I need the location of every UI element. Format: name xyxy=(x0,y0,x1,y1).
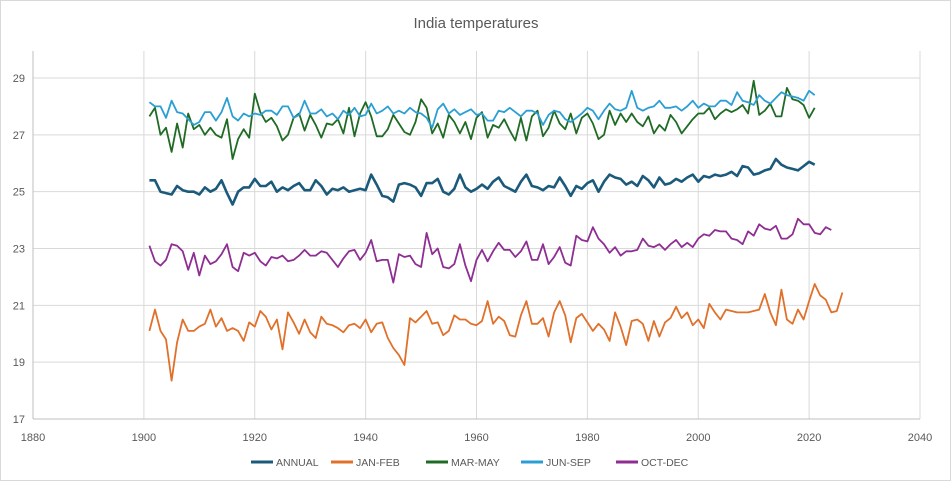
y-tick-label: 23 xyxy=(13,244,25,256)
chart-title: India temperatures xyxy=(413,15,538,32)
series-line-oct-dec xyxy=(148,217,832,284)
legend-label: MAR-MAY xyxy=(451,457,500,469)
legend-item-oct-dec: OCT-DEC xyxy=(616,457,689,469)
y-axis-tick-labels: 17 19 21 23 25 27 29 xyxy=(13,73,25,426)
x-tick-label: 1920 xyxy=(243,432,267,444)
series-line-mar-may xyxy=(148,79,816,160)
x-tick-label: 2000 xyxy=(686,432,710,444)
y-tick-label: 21 xyxy=(13,300,25,312)
legend-label: JAN-FEB xyxy=(356,457,400,469)
series-line-jan-feb xyxy=(148,283,844,382)
y-tick-label: 29 xyxy=(13,73,25,85)
x-axis-tick-labels: 1880 1900 1920 1940 1960 1980 2000 2020 2040 xyxy=(21,432,932,444)
x-tick-label: 2040 xyxy=(908,432,932,444)
legend-label: ANNUAL xyxy=(276,457,319,469)
series-line-annual xyxy=(149,157,816,206)
series-lines xyxy=(148,79,844,382)
legend-item-mar-may: MAR-MAY xyxy=(426,457,500,469)
x-tick-label: 1960 xyxy=(464,432,488,444)
gridlines xyxy=(33,51,921,419)
legend-item-annual: ANNUAL xyxy=(251,457,319,469)
legend-item-jan-feb: JAN-FEB xyxy=(331,457,400,469)
y-tick-label: 27 xyxy=(13,130,25,142)
series-line-jun-sep xyxy=(148,89,816,129)
x-tick-label: 1900 xyxy=(132,432,156,444)
y-tick-label: 19 xyxy=(13,357,25,369)
legend: ANNUAL JAN-FEB MAR-MAY JUN-SEP OCT-DEC xyxy=(251,457,689,469)
x-tick-label: 1880 xyxy=(21,432,45,444)
axes xyxy=(32,51,920,420)
y-tick-label: 25 xyxy=(13,187,25,199)
legend-label: JUN-SEP xyxy=(546,457,591,469)
legend-item-jun-sep: JUN-SEP xyxy=(521,457,591,469)
x-tick-label: 2020 xyxy=(797,432,821,444)
x-tick-label: 1940 xyxy=(353,432,377,444)
legend-label: OCT-DEC xyxy=(641,457,689,469)
y-tick-label: 17 xyxy=(13,414,25,426)
x-tick-label: 1980 xyxy=(575,432,599,444)
